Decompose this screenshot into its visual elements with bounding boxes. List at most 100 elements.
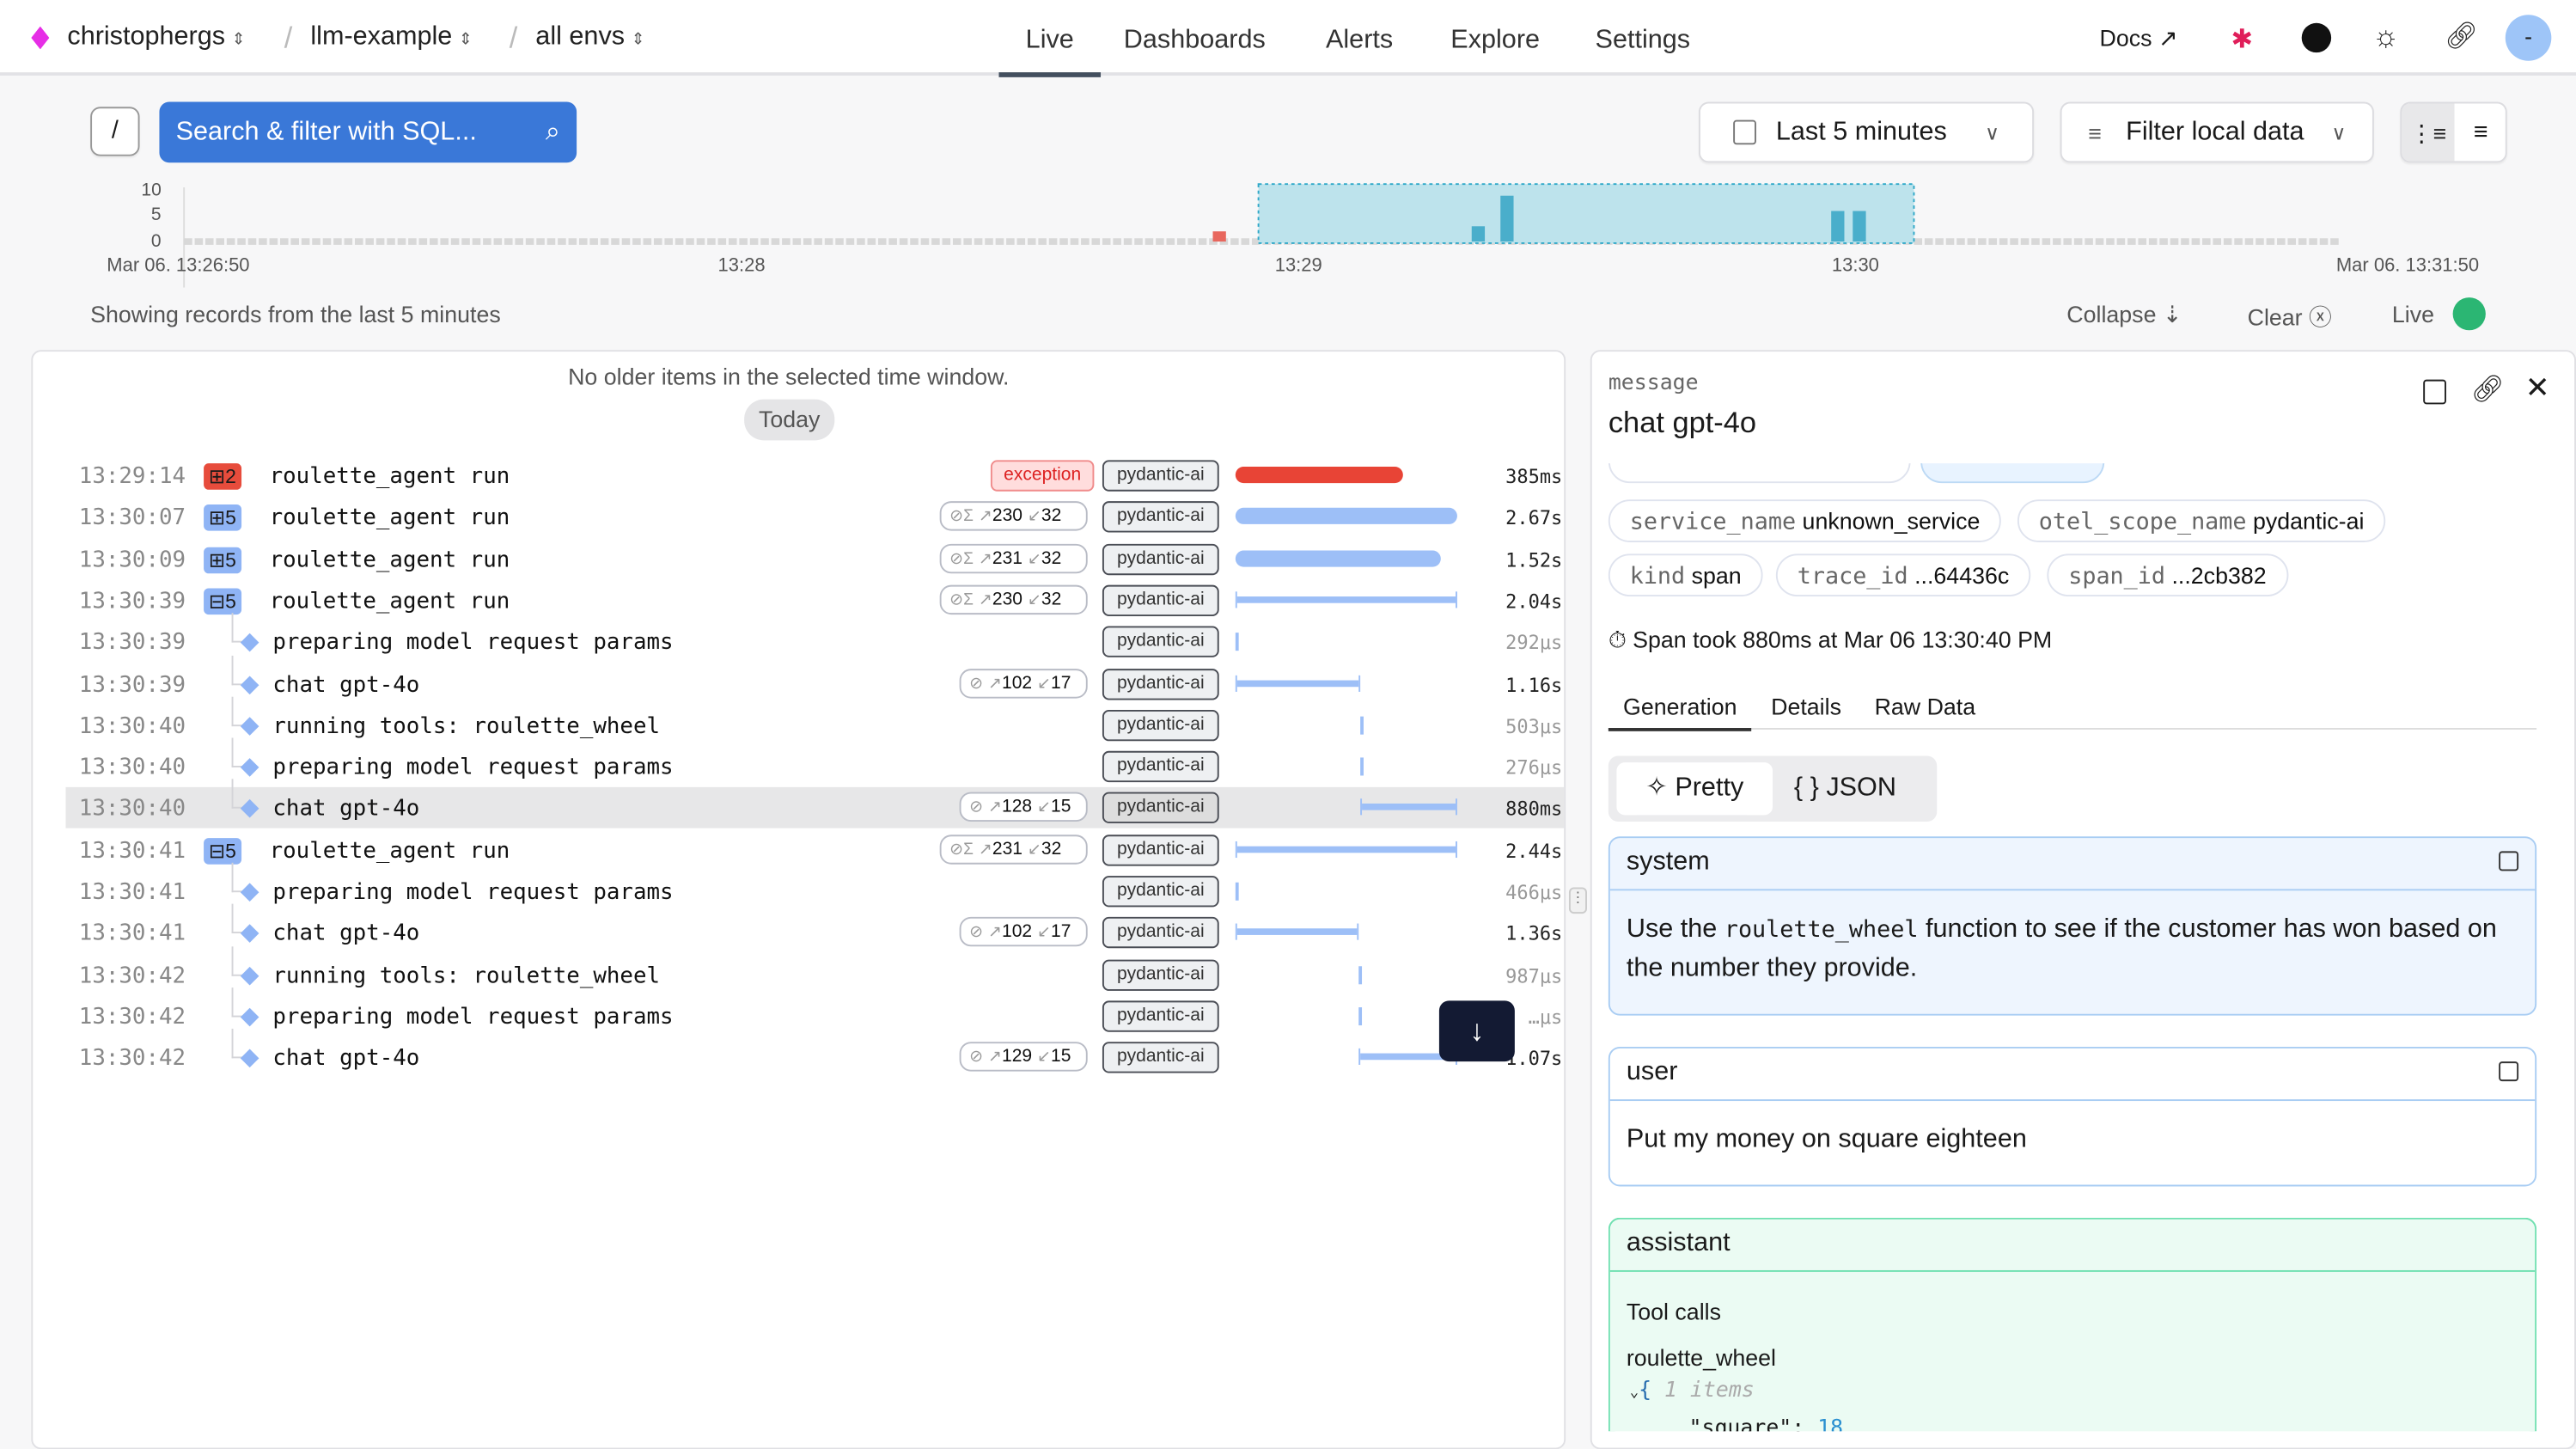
table-row[interactable]: 13:30:09 ⊞5 roulette_agent run ⊘Σ ↗231 ↙32 p…	[65, 538, 1564, 579]
live-toggle[interactable]: Live	[2392, 297, 2486, 331]
copy-icon[interactable]	[2499, 1061, 2519, 1082]
selection-range	[1257, 183, 1915, 244]
chip-trace-id[interactable]: trace_id ...64436c	[1775, 553, 2031, 597]
table-row[interactable]: 13:30:41 ⊟5 roulette_agent run ⊘Σ ↗231 ↙32 p…	[65, 829, 1564, 871]
resize-handle[interactable]: ⋮	[1568, 887, 1587, 914]
table-row[interactable]: 13:30:41 chat gpt-4o ⊘ ↗102 ↙17 pydantic-ai…	[65, 904, 1564, 954]
arrow-up-right-icon: ↗	[987, 674, 1003, 693]
y-tick: 0	[150, 231, 162, 252]
tab-generation[interactable]: Generation	[1608, 694, 1752, 731]
json-button[interactable]: { } JSON	[1793, 773, 1896, 803]
docs-link[interactable]: Docs ↗	[2100, 25, 2178, 53]
copy-icon[interactable]	[2499, 851, 2519, 871]
child-count-badge[interactable]: ⊞5	[204, 546, 241, 573]
table-row[interactable]: 13:30:40 running tools: roulette_wheel pyd…	[65, 696, 1564, 746]
chip-span-id[interactable]: span_id ...2cb382	[2047, 553, 2288, 597]
scope-tag[interactable]: pydantic-ai	[1102, 917, 1219, 949]
tab-details[interactable]: Details	[1771, 693, 1841, 720]
chevron-updown-icon: ⇕	[458, 31, 473, 50]
github-icon[interactable]	[2301, 22, 2332, 53]
clear-circle-x-icon: ⓧ	[2309, 303, 2332, 331]
pretty-button[interactable]: ✧ Pretty	[1616, 762, 1773, 816]
table-row[interactable]: 13:30:42 chat gpt-4o ⊘ ↗129 ↙15 pydantic-ai…	[65, 1029, 1564, 1079]
child-count-badge[interactable]: ⊟5	[204, 588, 241, 614]
text: function to see if the customer has won …	[1626, 914, 2497, 983]
histogram[interactable]: 10 5 0 Mar 06. 13:26:50 13:28 13:29 13:3…	[0, 173, 2576, 288]
search-input[interactable]: Search & filter with SQL... ⌕	[159, 101, 577, 163]
tab-alerts[interactable]: Alerts	[1325, 26, 1394, 55]
collapse-panel-icon[interactable]	[2423, 379, 2446, 405]
avatar[interactable]: -	[2505, 15, 2552, 61]
filter-local-data-select[interactable]: ≡ Filter local data ∨	[2060, 101, 2374, 163]
output-tokens: 32	[1041, 506, 1062, 527]
env-selector[interactable]: all envs ⇕	[535, 23, 644, 52]
scope-tag[interactable]: pydantic-ai	[1102, 709, 1219, 741]
scope-tag[interactable]: pydantic-ai	[1102, 876, 1219, 908]
slash-shortcut-key[interactable]: /	[90, 107, 140, 156]
table-row[interactable]: 13:29:14 ⊞2 roulette_agent run exception pyd…	[65, 455, 1564, 497]
scope-tag[interactable]: pydantic-ai	[1102, 543, 1219, 575]
tab-live[interactable]: Live	[998, 27, 1102, 77]
chip-kind[interactable]: kind span	[1608, 553, 1763, 597]
json-tree[interactable]: ⌄{ 1 items	[1630, 1379, 1755, 1403]
tab-explore[interactable]: Explore	[1450, 26, 1541, 55]
y-tick: 5	[150, 205, 162, 225]
tab-settings[interactable]: Settings	[1595, 26, 1691, 55]
scope-tag[interactable]: pydantic-ai	[1102, 792, 1219, 824]
table-row[interactable]: 13:30:40 chat gpt-4o ⊘ ↗128 ↙15 pydantic-ai…	[65, 780, 1565, 829]
input-tokens: 230	[992, 506, 1022, 527]
chip-value: ...2cb382	[2171, 561, 2267, 589]
org-selector[interactable]: christophergs ⇕	[67, 23, 245, 52]
child-count-badge[interactable]: ⊞5	[204, 504, 241, 532]
tab-raw-data[interactable]: Raw Data	[1874, 693, 1976, 720]
chip-otel-scope[interactable]: otel_scope_name pydantic-ai	[2017, 499, 2386, 542]
row-time: 13:30:07	[78, 504, 186, 532]
table-row[interactable]: 13:30:42 running tools: roulette_wheel pyd…	[65, 945, 1564, 995]
project-selector[interactable]: llm-example ⇕	[310, 23, 473, 52]
table-row[interactable]: 13:30:07 ⊞5 roulette_agent run ⊘Σ ↗230 ↙32 p…	[65, 497, 1564, 538]
scroll-to-bottom-button[interactable]: ↓	[1438, 1000, 1515, 1062]
scope-tag[interactable]: pydantic-ai	[1102, 834, 1219, 866]
arrow-down-left-icon: ↙	[1027, 549, 1041, 568]
link-icon[interactable]: 🔗︎	[2445, 22, 2478, 52]
list-view-icon[interactable]: ≡	[2473, 118, 2488, 147]
scope-tag[interactable]: pydantic-ai	[1102, 1000, 1219, 1032]
slack-icon[interactable]: ✱	[2231, 26, 2254, 55]
row-duration: 987μs	[1505, 963, 1563, 987]
close-icon[interactable]: ✕	[2524, 371, 2550, 405]
token-usage-pill: ⊘ ↗102 ↙17	[959, 668, 1088, 698]
table-row[interactable]: 13:30:39 chat gpt-4o ⊘ ↗102 ↙17 pydantic-ai…	[65, 654, 1564, 704]
collapse-button[interactable]: Collapse ⇣	[2066, 301, 2182, 329]
row-time: 13:30:09	[78, 546, 186, 573]
table-row[interactable]: 13:30:39 ⊟5 roulette_agent run ⊘Σ ↗230 ↙32 p…	[65, 580, 1564, 621]
coin-icon: ⊘Σ	[949, 591, 974, 610]
scope-tag[interactable]: pydantic-ai	[1102, 460, 1219, 492]
row-duration: 2.04s	[1505, 590, 1563, 613]
table-row[interactable]: 13:30:41 preparing model request params py…	[65, 862, 1564, 912]
scope-tag[interactable]: pydantic-ai	[1102, 584, 1219, 616]
message-content: Use the roulette_wheel function to see i…	[1610, 890, 2535, 1007]
scope-tag[interactable]: pydantic-ai	[1102, 668, 1219, 700]
x-tick: 13:30	[1831, 256, 1879, 277]
scope-tag[interactable]: pydantic-ai	[1102, 958, 1219, 991]
tree-view-icon[interactable]: ⋮≡	[2402, 103, 2455, 162]
row-duration: 2.44s	[1505, 839, 1563, 863]
child-count-badge[interactable]: ⊞2	[204, 463, 241, 490]
logo-icon	[31, 26, 50, 50]
child-count-badge[interactable]: ⊟5	[204, 837, 241, 865]
scope-tag[interactable]: pydantic-ai	[1102, 626, 1219, 658]
table-row[interactable]: 13:30:39 preparing model request params py…	[65, 613, 1564, 663]
scope-tag[interactable]: pydantic-ai	[1102, 1042, 1219, 1073]
tab-dashboards[interactable]: Dashboards	[1123, 26, 1266, 55]
theme-sun-icon[interactable]: ☼	[2372, 19, 2400, 53]
clear-button[interactable]: Clear ⓧ	[2248, 301, 2332, 333]
table-row[interactable]: 13:30:42 preparing model request params py…	[65, 987, 1564, 1036]
chip-service-name[interactable]: service_name unknown_service	[1608, 499, 2002, 542]
external-link-icon: ↗	[2158, 24, 2178, 52]
copy-link-icon[interactable]: 🔗︎	[2470, 376, 2505, 405]
scope-tag[interactable]: pydantic-ai	[1102, 501, 1219, 534]
histogram-bar	[1831, 211, 1845, 242]
time-range-select[interactable]: Last 5 minutes ∨	[1699, 101, 2035, 163]
scope-tag[interactable]: pydantic-ai	[1102, 750, 1219, 783]
table-row[interactable]: 13:30:40 preparing model request params py…	[65, 737, 1564, 787]
